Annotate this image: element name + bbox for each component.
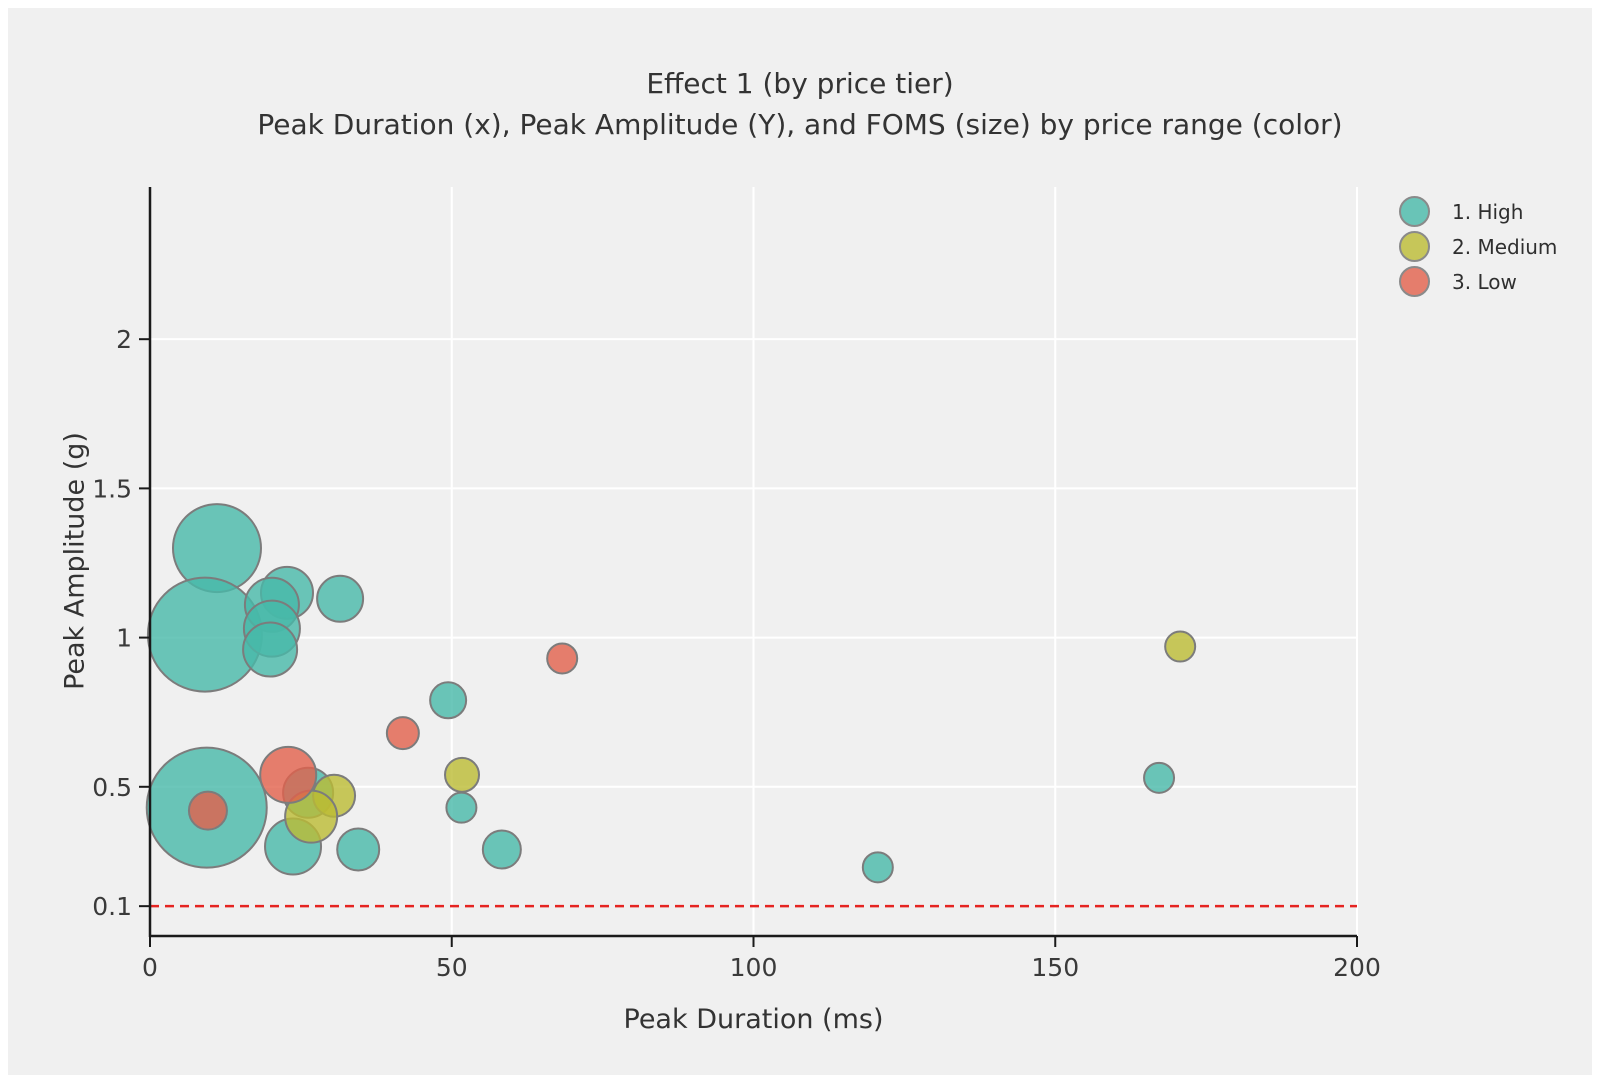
bubble: [546, 642, 579, 675]
y-tick-label: 1.5: [92, 474, 132, 503]
legend-item: 1. High: [1399, 196, 1557, 227]
bubble: [385, 716, 420, 751]
legend-item: 2. Medium: [1399, 231, 1557, 262]
chart-title: Effect 1 (by price tier): [646, 67, 954, 100]
y-axis-label: Peak Amplitude (g): [59, 432, 91, 690]
bubble: [481, 829, 522, 870]
bubble: [259, 745, 318, 804]
x-axis-label: Peak Duration (ms): [623, 1004, 884, 1035]
legend-label: 1. High: [1452, 199, 1524, 224]
legend-item: 3. Low: [1399, 266, 1557, 297]
bubble: [242, 621, 299, 678]
chart-subtitle: Peak Duration (x), Peak Amplitude (Y), a…: [257, 108, 1343, 141]
legend: 1. High 2. Medium 3. Low: [1399, 196, 1557, 297]
bubble: [861, 851, 894, 884]
x-tick-label: 0: [142, 953, 158, 982]
bubble: [1143, 761, 1176, 794]
bubble: [429, 681, 468, 720]
bubble: [316, 574, 365, 623]
bubble: [187, 790, 228, 831]
legend-label: 3. Low: [1452, 269, 1517, 294]
y-tick-label: 0.1: [92, 892, 132, 921]
legend-marker-circle: [1399, 196, 1430, 227]
bubble: [1164, 630, 1197, 663]
legend-marker-circle: [1399, 231, 1430, 262]
legend-marker-circle: [1399, 266, 1430, 297]
x-tick-label: 100: [730, 953, 778, 982]
bubble: [445, 791, 478, 824]
bubble: [444, 756, 481, 793]
x-tick-label: 150: [1031, 953, 1079, 982]
y-tick-label: 1: [116, 624, 132, 653]
y-tick-label: 2: [116, 325, 132, 354]
bubble: [336, 827, 381, 872]
title-block: Effect 1 (by price tier) Peak Duration (…: [0, 64, 1600, 146]
x-tick-label: 200: [1333, 953, 1381, 982]
y-tick-label: 0.5: [92, 773, 132, 802]
x-tick-label: 50: [436, 953, 468, 982]
legend-label: 2. Medium: [1452, 234, 1558, 259]
